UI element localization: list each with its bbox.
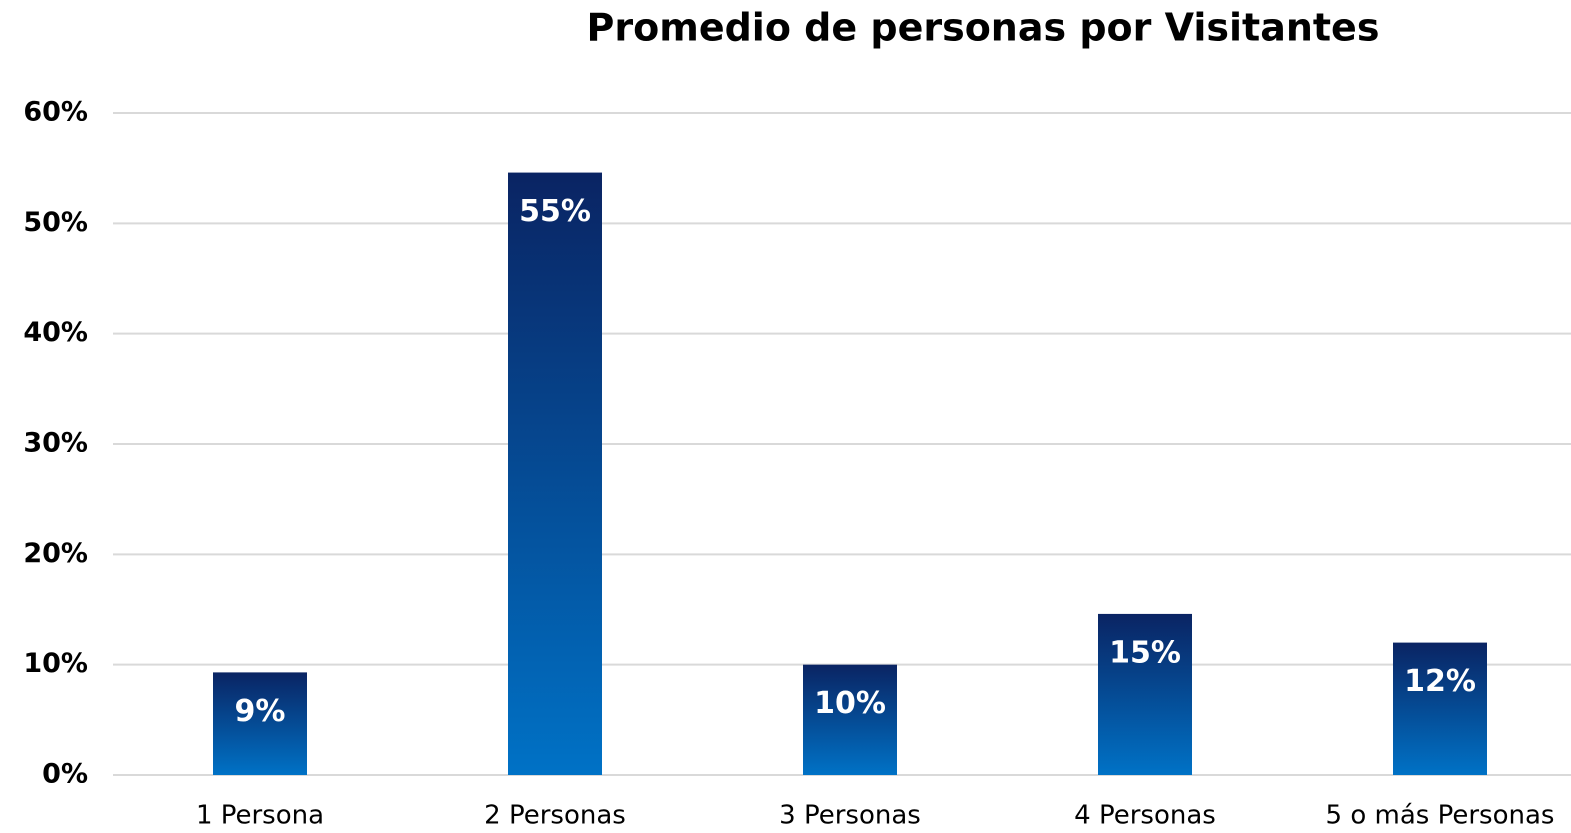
y-tick-label: 40% (23, 317, 88, 348)
y-tick-label: 50% (23, 207, 88, 238)
chart-title: Promedio de personas por Visitantes (587, 6, 1380, 50)
x-tick-label: 5 o más Personas (1326, 801, 1555, 831)
value-label: 10% (814, 686, 886, 721)
value-label: 15% (1109, 635, 1181, 670)
x-tick-label: 2 Personas (484, 801, 626, 831)
y-tick-label: 20% (23, 538, 88, 569)
x-tick-label: 3 Personas (779, 801, 921, 831)
value-label: 9% (235, 694, 286, 729)
value-label: 12% (1404, 664, 1476, 699)
y-tick-label: 60% (23, 97, 88, 128)
bar (508, 172, 602, 775)
bar (1098, 613, 1192, 775)
x-tick-label: 1 Persona (196, 801, 324, 831)
bar (1393, 642, 1487, 775)
y-tick-label: 10% (23, 648, 88, 679)
y-tick-label: 30% (23, 428, 88, 459)
x-tick-label: 4 Personas (1074, 801, 1216, 831)
value-label: 55% (519, 194, 591, 229)
y-tick-label: 0% (42, 759, 88, 790)
bar (803, 664, 897, 775)
bar (213, 672, 307, 775)
